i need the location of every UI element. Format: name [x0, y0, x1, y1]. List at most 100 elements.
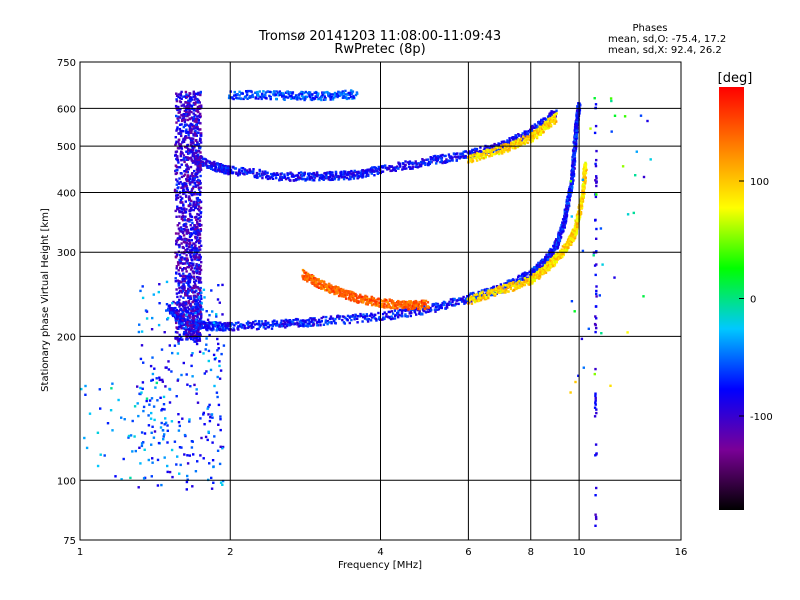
- trace-point: [408, 300, 411, 303]
- trace-point: [570, 171, 573, 174]
- trace-point: [365, 298, 369, 301]
- trace-point: [244, 327, 247, 330]
- trace-point: [397, 316, 400, 319]
- spread-echo-point: [191, 305, 195, 309]
- trace-point: [565, 214, 569, 217]
- trace-point: [446, 159, 450, 162]
- spread-echo-point: [183, 323, 186, 326]
- trace-point: [416, 166, 419, 169]
- trace-point: [338, 315, 341, 319]
- trace-point: [469, 151, 472, 154]
- trace-point: [447, 303, 451, 306]
- spread-echo-point: [177, 232, 180, 235]
- spread-echo-point: [192, 154, 196, 157]
- trace-point: [484, 156, 487, 159]
- trace-point: [440, 160, 443, 163]
- trace-point: [553, 119, 556, 122]
- trace-point: [522, 141, 526, 145]
- trace-point: [445, 158, 448, 161]
- trace-point: [457, 302, 460, 306]
- trace-point: [286, 176, 290, 180]
- trace-point: [325, 175, 328, 179]
- trace-point: [563, 249, 567, 252]
- trace-point: [352, 177, 356, 180]
- trace-point: [236, 172, 240, 175]
- spread-echo-point: [186, 152, 190, 155]
- trace-point: [301, 92, 304, 96]
- trace-point: [316, 94, 319, 97]
- trace-point: [546, 120, 550, 123]
- trace-point: [404, 160, 407, 163]
- trace-point: [287, 92, 290, 96]
- trace-point: [421, 307, 425, 310]
- trace-point: [275, 172, 279, 175]
- trace-point: [438, 305, 441, 308]
- trace-point: [394, 169, 397, 172]
- spread-echo-point: [180, 134, 183, 138]
- trace-point: [458, 297, 461, 300]
- trace-point: [434, 305, 437, 309]
- trace-point: [286, 319, 289, 322]
- trace-point: [339, 91, 342, 94]
- spread-echo-point: [189, 124, 192, 127]
- spread-echo-point: [179, 152, 182, 155]
- trace-point: [388, 298, 391, 301]
- trace-point: [329, 174, 332, 177]
- trace-point: [226, 321, 229, 325]
- trace-point: [359, 175, 363, 178]
- trace-point: [424, 162, 427, 165]
- trace-point: [214, 167, 217, 171]
- trace-point: [415, 300, 418, 304]
- trace-point: [204, 158, 207, 161]
- spread-echo-point: [198, 199, 201, 202]
- trace-point: [313, 280, 316, 283]
- trace-point: [439, 154, 442, 157]
- trace-point: [553, 264, 557, 267]
- trace-point: [267, 90, 270, 93]
- trace-point: [461, 297, 464, 301]
- trace-point: [576, 130, 579, 134]
- trace-point: [240, 169, 244, 173]
- trace-point: [366, 300, 369, 304]
- trace-point: [331, 171, 334, 174]
- trace-point: [487, 296, 490, 300]
- spread-echo-point: [174, 330, 178, 334]
- trace-point: [444, 307, 448, 310]
- trace-point: [539, 133, 542, 136]
- trace-point: [274, 322, 277, 326]
- spread-echo-point: [179, 274, 182, 277]
- trace-point: [283, 321, 287, 324]
- trace-point: [376, 304, 380, 307]
- trace-point: [317, 92, 320, 95]
- spread-echo-point: [183, 262, 187, 265]
- trace-point: [266, 171, 269, 174]
- trace-point: [500, 289, 503, 293]
- trace-point: [495, 151, 498, 154]
- trace-point: [396, 167, 400, 170]
- trace-point: [462, 295, 465, 299]
- spread-echo-point: [179, 335, 183, 339]
- trace-point: [544, 255, 547, 259]
- trace-point: [260, 320, 264, 323]
- spread-echo-point: [183, 160, 186, 164]
- trace-point: [478, 158, 482, 161]
- trace-point: [318, 176, 322, 180]
- trace-point: [202, 157, 205, 161]
- trace-point: [490, 286, 494, 290]
- trace-point: [570, 178, 574, 181]
- trace-point: [283, 98, 286, 101]
- trace-point: [513, 138, 516, 142]
- trace-point: [260, 172, 264, 176]
- trace-point: [202, 322, 205, 325]
- trace-point: [513, 143, 516, 146]
- trace-point: [410, 307, 413, 310]
- trace-point: [308, 92, 311, 96]
- trace-point: [562, 219, 566, 223]
- spread-echo-point: [181, 280, 184, 283]
- trace-point: [215, 323, 219, 326]
- trace-point: [397, 161, 400, 164]
- spread-echo-point: [182, 95, 185, 98]
- trace-point: [343, 175, 346, 178]
- trace-point: [469, 158, 472, 161]
- spread-echo-point: [198, 219, 202, 222]
